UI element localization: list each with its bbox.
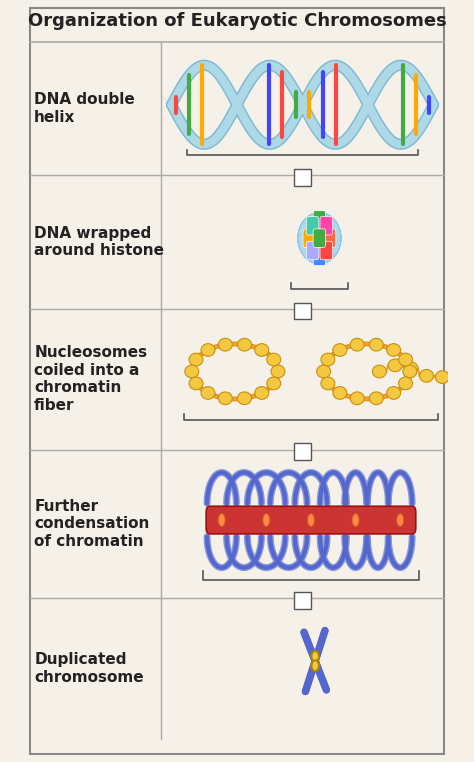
Circle shape	[263, 514, 270, 527]
Ellipse shape	[321, 377, 335, 389]
Ellipse shape	[201, 344, 215, 357]
Circle shape	[352, 514, 359, 527]
Circle shape	[397, 514, 404, 527]
Ellipse shape	[399, 377, 412, 389]
FancyBboxPatch shape	[320, 216, 333, 235]
Ellipse shape	[419, 370, 434, 383]
Ellipse shape	[317, 365, 330, 378]
FancyBboxPatch shape	[294, 592, 311, 609]
FancyBboxPatch shape	[313, 229, 326, 248]
Circle shape	[218, 514, 225, 527]
FancyBboxPatch shape	[323, 229, 336, 248]
Ellipse shape	[399, 354, 412, 366]
FancyBboxPatch shape	[306, 242, 319, 260]
Circle shape	[307, 514, 315, 527]
FancyBboxPatch shape	[294, 303, 311, 319]
Text: Organization of Eukaryotic Chromosomes: Organization of Eukaryotic Chromosomes	[27, 12, 447, 30]
Ellipse shape	[403, 365, 417, 378]
Ellipse shape	[333, 386, 347, 399]
Ellipse shape	[271, 365, 285, 378]
Ellipse shape	[350, 392, 364, 405]
Ellipse shape	[201, 386, 215, 399]
Ellipse shape	[451, 363, 465, 376]
Ellipse shape	[467, 359, 474, 372]
FancyBboxPatch shape	[320, 242, 333, 260]
Ellipse shape	[267, 354, 281, 366]
FancyBboxPatch shape	[306, 216, 319, 235]
Ellipse shape	[311, 651, 319, 661]
Text: Nucleosomes
coiled into a
chromatin
fiber: Nucleosomes coiled into a chromatin fibe…	[34, 345, 147, 413]
Ellipse shape	[387, 344, 401, 357]
Ellipse shape	[387, 386, 401, 399]
Ellipse shape	[404, 362, 418, 375]
Ellipse shape	[189, 377, 203, 389]
FancyBboxPatch shape	[313, 210, 326, 229]
Text: DNA wrapped
around histone: DNA wrapped around histone	[34, 226, 164, 258]
Ellipse shape	[350, 338, 364, 351]
Text: DNA double
helix: DNA double helix	[34, 92, 135, 125]
Ellipse shape	[237, 392, 251, 405]
Ellipse shape	[267, 377, 281, 389]
Ellipse shape	[255, 386, 269, 399]
Ellipse shape	[219, 338, 232, 351]
Ellipse shape	[219, 392, 232, 405]
Ellipse shape	[435, 371, 449, 383]
FancyBboxPatch shape	[294, 169, 311, 186]
Text: Duplicated
chromosome: Duplicated chromosome	[34, 652, 144, 685]
FancyBboxPatch shape	[206, 506, 416, 534]
Ellipse shape	[185, 365, 199, 378]
FancyBboxPatch shape	[303, 229, 316, 248]
Ellipse shape	[373, 365, 386, 378]
Ellipse shape	[255, 344, 269, 357]
Text: Further
condensation
of chromatin: Further condensation of chromatin	[34, 499, 149, 549]
Ellipse shape	[369, 338, 383, 351]
FancyBboxPatch shape	[30, 8, 444, 754]
Ellipse shape	[311, 661, 319, 671]
Ellipse shape	[333, 344, 347, 357]
Ellipse shape	[189, 354, 203, 366]
FancyBboxPatch shape	[313, 247, 326, 266]
Ellipse shape	[369, 392, 383, 405]
Ellipse shape	[321, 354, 335, 366]
FancyBboxPatch shape	[294, 443, 311, 460]
Ellipse shape	[388, 359, 402, 372]
Ellipse shape	[237, 338, 251, 351]
